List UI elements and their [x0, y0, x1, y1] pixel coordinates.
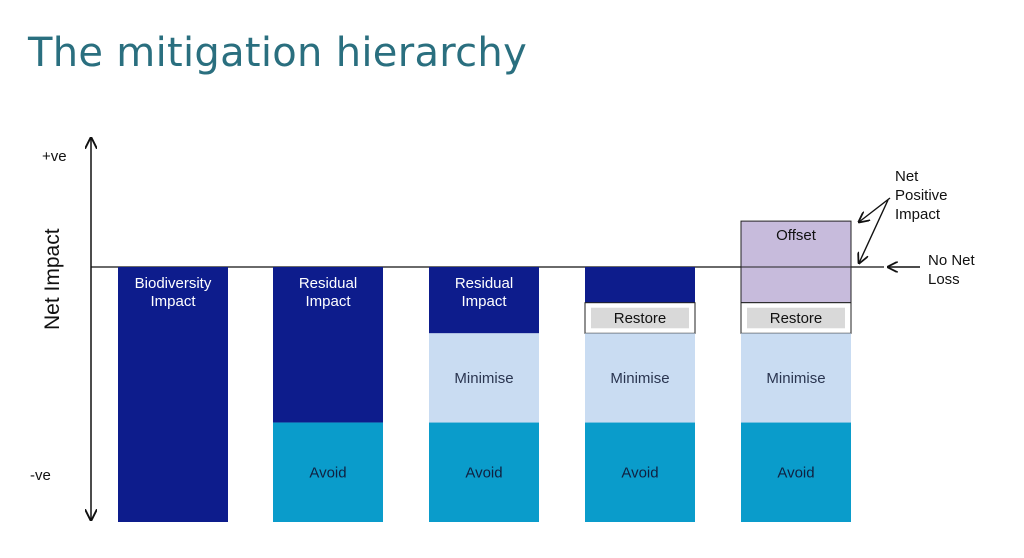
page-title: The mitigation hierarchy: [28, 30, 528, 76]
column-4: Restore Minimise Avoid: [584, 267, 696, 522]
segment-minimise: [741, 333, 851, 423]
segment-label: Minimise: [610, 370, 669, 387]
segment-label: Avoid: [621, 464, 658, 481]
column-5: Offset Restore Minimise Avoid: [740, 220, 852, 522]
segment-restore: [747, 307, 845, 329]
segment-avoid: [585, 422, 695, 522]
segment-minimise: [585, 333, 695, 423]
segment-label: Impact: [461, 293, 507, 310]
columns-group: BiodiversityImpactResidualImpactAvoidRes…: [118, 220, 852, 522]
segment-impact: [273, 267, 383, 423]
segment-restore: [591, 307, 689, 329]
net-positive-annotation: Net Positive Impact: [859, 168, 948, 263]
axis-bottom-label: -ve: [30, 467, 51, 484]
segment-avoid: [741, 422, 851, 522]
net-positive-arrow-lower: [859, 199, 889, 263]
segment-label: Minimise: [766, 370, 825, 387]
segment-impact: [118, 267, 228, 522]
segment-label: Residual: [299, 275, 357, 292]
axis-label: Net Impact: [41, 228, 64, 330]
net-positive-line-3: Impact: [895, 206, 941, 223]
axis-top-label: +ve: [42, 148, 67, 165]
net-positive-line-1: Net: [895, 168, 919, 185]
no-net-loss-line-2: Loss: [928, 271, 960, 288]
segment-avoid: [273, 422, 383, 522]
segment-avoid: [429, 422, 539, 522]
segment-label: Restore: [614, 310, 667, 327]
segment-label: Biodiversity: [135, 275, 212, 292]
segment-minimise: [429, 333, 539, 423]
segment-impact: [585, 267, 695, 303]
segment-label: Residual: [455, 275, 513, 292]
segment-label: Avoid: [777, 464, 814, 481]
segment-label: Avoid: [309, 464, 346, 481]
segment-offset: [740, 220, 852, 268]
no-net-loss-annotation: No Net Loss: [888, 252, 976, 288]
segment-label: Restore: [770, 310, 823, 327]
segment-label: Avoid: [465, 464, 502, 481]
net-positive-line-2: Positive: [895, 187, 948, 204]
no-net-loss-line-1: No Net: [928, 252, 976, 269]
segment-offset-below: [740, 266, 852, 304]
segment-label: Impact: [150, 293, 196, 310]
net-positive-arrow-upper: [859, 197, 891, 222]
segment-impact: [429, 267, 539, 334]
segment-label: Minimise: [454, 370, 513, 387]
segment-label: Impact: [305, 293, 351, 310]
segment-label: Offset: [776, 227, 817, 244]
